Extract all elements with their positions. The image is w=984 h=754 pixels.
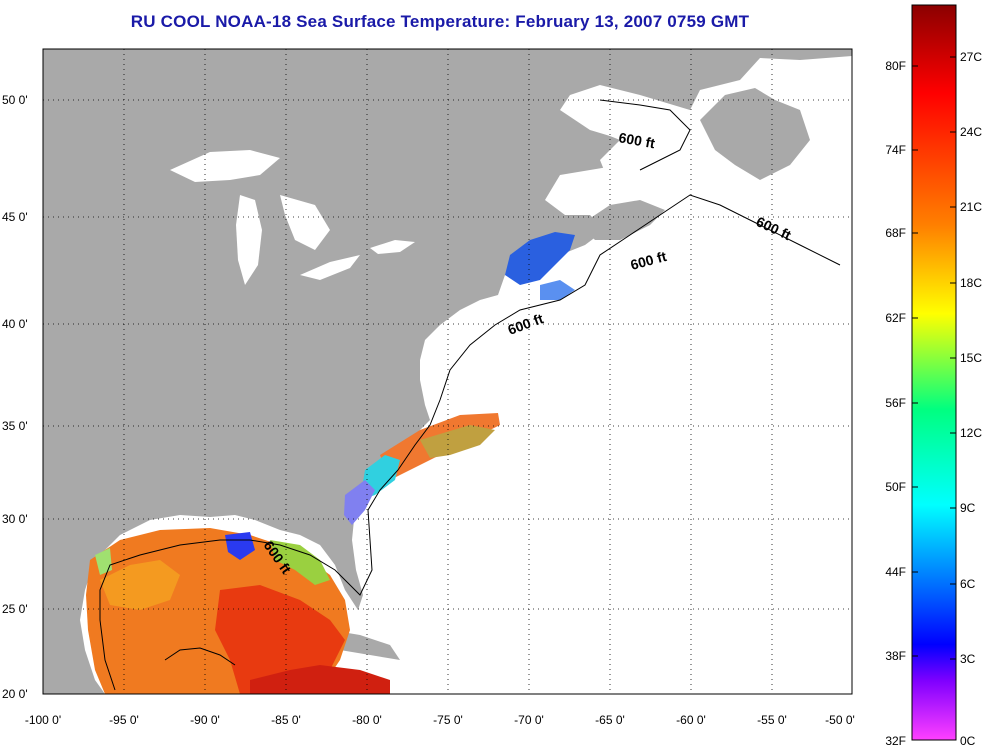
- sst-gulf-of-mexico: [86, 528, 390, 694]
- cbar-f-label: 80F: [885, 59, 906, 73]
- cbar-c-label: 6C: [960, 577, 976, 591]
- colorbar-celsius-labels: 27C 24C 21C 18C 15C 12C 9C 6C 3C 0C: [960, 50, 982, 748]
- lat-tick-label: 50 0': [2, 93, 28, 107]
- sst-gulf-stream: [344, 413, 500, 525]
- lon-tick-label: -60 0': [676, 713, 706, 727]
- lat-tick-label: 20 0': [2, 687, 28, 701]
- cbar-f-label: 32F: [885, 734, 906, 748]
- cbar-f-label: 56F: [885, 396, 906, 410]
- lake-erie: [300, 255, 360, 280]
- lat-tick-label: 30 0': [2, 512, 28, 526]
- contour-label: 600 ft: [617, 129, 656, 151]
- map-title: RU COOL NOAA-18 Sea Surface Temperature:…: [130, 12, 750, 31]
- cbar-c-label: 24C: [960, 125, 982, 139]
- lat-tick-label: 25 0': [2, 602, 28, 616]
- cbar-c-label: 27C: [960, 50, 982, 64]
- lon-tick-label: -85 0': [271, 713, 301, 727]
- lon-tick-label: -80 0': [352, 713, 382, 727]
- lake-superior: [170, 150, 280, 182]
- lon-axis: -100 0' -95 0' -90 0' -85 0' -80 0' -75 …: [25, 713, 855, 727]
- lon-tick-label: -50 0': [825, 713, 855, 727]
- cbar-c-label: 0C: [960, 734, 976, 748]
- lon-tick-label: -55 0': [757, 713, 787, 727]
- lon-tick-label: -65 0': [595, 713, 625, 727]
- lon-tick-label: -100 0': [25, 713, 61, 727]
- lake-michigan: [236, 195, 262, 285]
- lon-tick-label: -75 0': [433, 713, 463, 727]
- cbar-c-label: 18C: [960, 276, 982, 290]
- lat-tick-label: 45 0': [2, 210, 28, 224]
- colorbar: [911, 4, 957, 741]
- cbar-c-label: 9C: [960, 501, 976, 515]
- isobath-600ft: [99, 194, 841, 691]
- lake-ontario: [370, 240, 415, 254]
- lake-huron: [280, 195, 330, 250]
- lon-tick-label: -90 0': [190, 713, 220, 727]
- cbar-c-label: 12C: [960, 426, 982, 440]
- lon-tick-label: -70 0': [514, 713, 544, 727]
- lat-tick-label: 40 0': [2, 317, 28, 331]
- cbar-c-label: 21C: [960, 200, 982, 214]
- cbar-f-label: 50F: [885, 480, 906, 494]
- cbar-c-label: 15C: [960, 351, 982, 365]
- cbar-f-label: 38F: [885, 649, 906, 663]
- gulf-st-lawrence: [580, 100, 690, 195]
- colorbar-ticks: [912, 56, 956, 660]
- lat-axis: 50 0' 45 0' 40 0' 35 0' 30 0' 25 0' 20 0…: [2, 93, 28, 701]
- sst-gulf-of-maine: [505, 232, 575, 300]
- colorbar-fahrenheit-labels: 80F 74F 68F 62F 56F 50F 44F 38F 32F: [885, 59, 906, 748]
- cbar-f-label: 44F: [885, 565, 906, 579]
- isobath-600ft-gulf: [164, 647, 236, 666]
- cbar-f-label: 74F: [885, 143, 906, 157]
- isobath-600ft-north: [599, 99, 691, 171]
- cbar-f-label: 68F: [885, 226, 906, 240]
- land-newfoundland: [700, 88, 810, 180]
- map-frame: [42, 48, 853, 695]
- cbar-f-label: 62F: [885, 311, 906, 325]
- lat-tick-label: 35 0': [2, 419, 28, 433]
- cbar-c-label: 3C: [960, 652, 976, 666]
- lon-tick-label: -95 0': [109, 713, 139, 727]
- land-nova-scotia: [580, 200, 665, 240]
